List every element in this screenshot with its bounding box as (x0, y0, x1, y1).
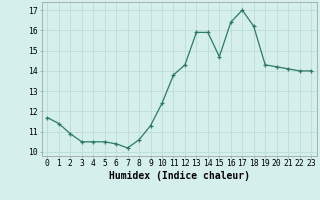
X-axis label: Humidex (Indice chaleur): Humidex (Indice chaleur) (109, 171, 250, 181)
